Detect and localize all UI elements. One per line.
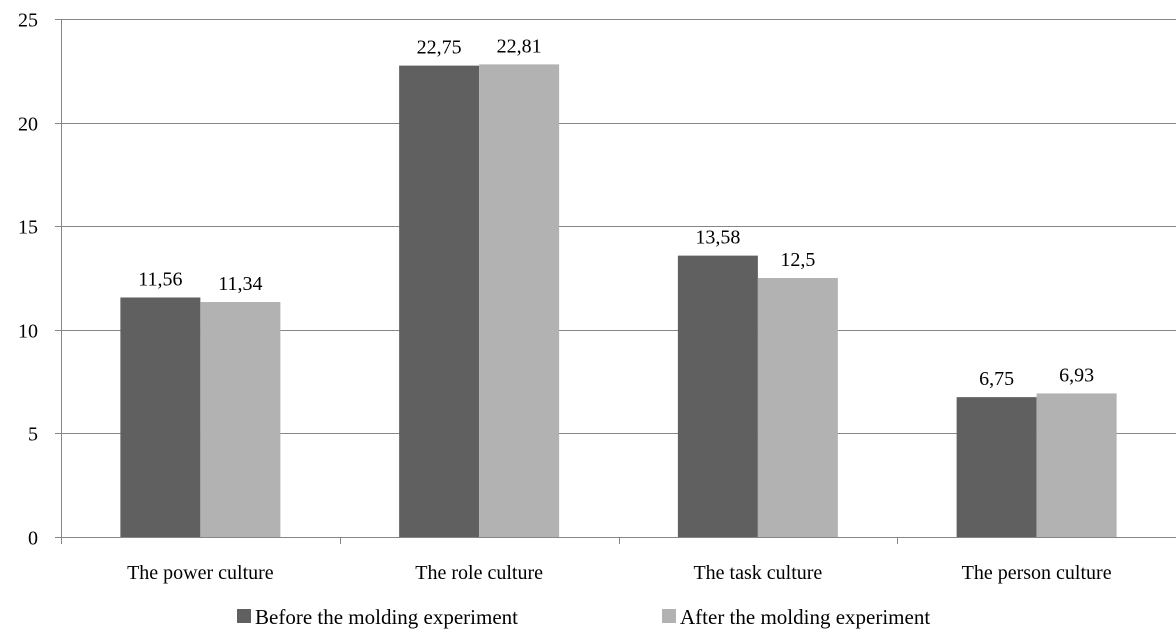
- y-tick-label: 5: [28, 424, 38, 446]
- y-tick-label: 15: [18, 217, 38, 239]
- bars: [120, 64, 1117, 538]
- data-label: 6,75: [979, 368, 1014, 390]
- y-tick-label: 25: [18, 10, 38, 32]
- bar: [1036, 393, 1117, 537]
- data-label: 22,81: [497, 35, 542, 57]
- data-label: 6,93: [1059, 364, 1094, 386]
- x-axis-labels: The power culture The role culture The tas…: [127, 562, 1112, 584]
- y-axis-ticks: 0 5 10 15 20 25: [18, 10, 38, 550]
- legend-label: After the molding experiment: [680, 605, 930, 629]
- y-tick-label: 20: [18, 114, 38, 136]
- category-label: The person culture: [962, 562, 1112, 584]
- bar: [200, 302, 281, 537]
- bar: [956, 397, 1037, 537]
- legend: Before the molding experiment After the m…: [237, 605, 930, 629]
- bar: [479, 64, 560, 537]
- y-tick-label: 0: [28, 528, 38, 550]
- y-tick-label: 10: [18, 321, 38, 343]
- category-label: The task culture: [693, 562, 822, 584]
- legend-swatch: [237, 609, 251, 623]
- data-label: 22,75: [417, 37, 462, 59]
- legend-label: Before the molding experiment: [255, 605, 518, 629]
- bar: [120, 297, 201, 537]
- data-label: 11,34: [218, 273, 262, 295]
- data-label: 11,56: [138, 268, 182, 290]
- legend-swatch: [662, 609, 676, 623]
- category-label: The power culture: [127, 562, 274, 584]
- bar: [399, 65, 480, 538]
- axes: [55, 19, 1176, 544]
- data-label: 12,5: [780, 249, 815, 271]
- bar: [757, 278, 838, 537]
- bar: [677, 255, 758, 537]
- data-labels: 11,56 11,34 22,75 22,81 13,58 12,5 6,75 6,93: [138, 35, 1094, 390]
- data-label: 13,58: [695, 227, 740, 249]
- category-label: The role culture: [415, 562, 543, 584]
